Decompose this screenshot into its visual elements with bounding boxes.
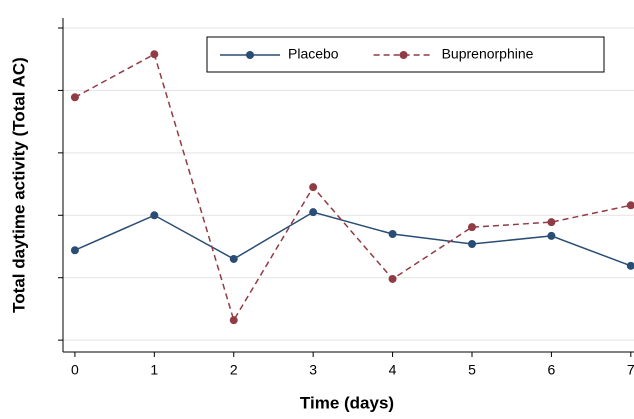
series-line xyxy=(74,211,632,267)
x-tick-label: 3 xyxy=(309,362,317,378)
legend-label: Placebo xyxy=(288,46,339,62)
data-point xyxy=(70,246,79,255)
legend: Placebo Buprenorphine xyxy=(206,36,605,73)
data-point xyxy=(150,211,159,220)
x-tick-label: 4 xyxy=(389,362,397,378)
data-point xyxy=(467,239,476,248)
legend-label: Buprenorphine xyxy=(442,46,534,62)
data-point xyxy=(547,218,556,227)
x-axis-title: Time (days) xyxy=(300,393,394,412)
x-tick-label: 2 xyxy=(230,362,238,378)
data-point xyxy=(229,316,238,325)
series-line xyxy=(74,53,631,323)
x-tick-label: 7 xyxy=(627,362,634,378)
data-point xyxy=(388,230,397,239)
x-tick-label: 5 xyxy=(468,362,476,378)
data-point xyxy=(547,231,556,240)
x-tick-label: 1 xyxy=(150,362,158,378)
data-point xyxy=(626,261,634,270)
data-point xyxy=(309,183,318,192)
data-point xyxy=(467,223,476,232)
legend-marker xyxy=(399,51,408,59)
data-point xyxy=(150,50,159,59)
data-point xyxy=(626,201,634,210)
data-point xyxy=(309,208,318,217)
x-tick-label: 0 xyxy=(71,362,79,378)
data-point xyxy=(70,93,79,102)
y-axis-title: Total daytime activity (Total AC) xyxy=(9,57,28,313)
x-tick-label: 6 xyxy=(548,362,556,378)
data-point xyxy=(388,274,397,283)
legend-marker xyxy=(246,51,254,59)
data-point xyxy=(229,254,238,263)
